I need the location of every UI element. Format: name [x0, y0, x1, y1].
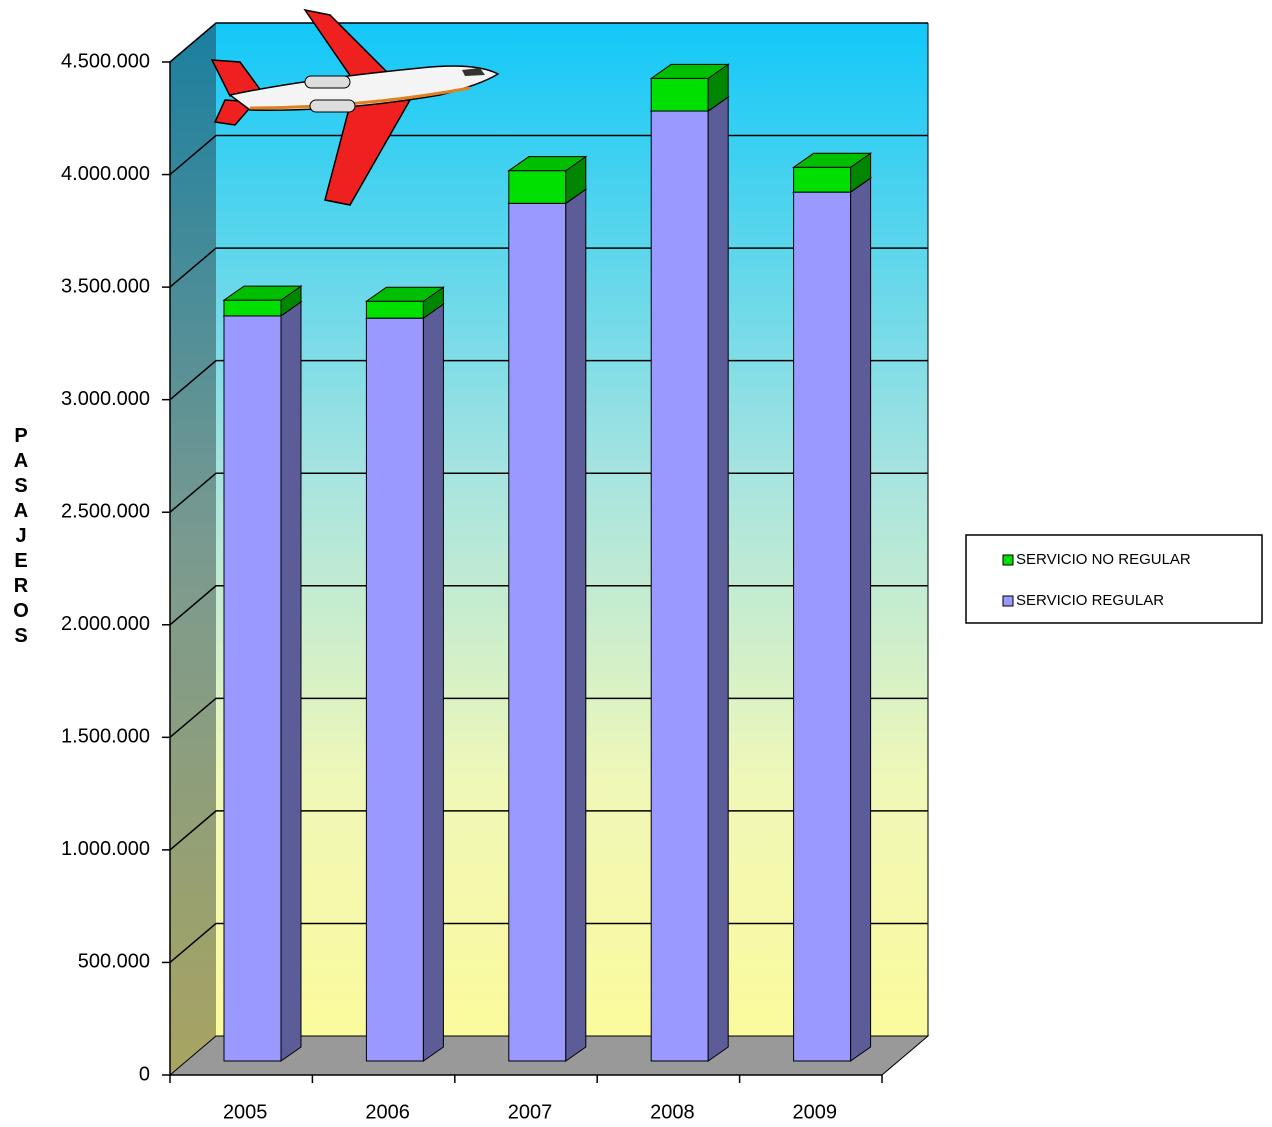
- bar-side: [565, 188, 587, 1062]
- y-tick-label: 0: [139, 1063, 150, 1085]
- bar-top: [792, 152, 873, 168]
- legend-label: SERVICIO REGULAR: [1016, 592, 1164, 609]
- legend-label: SERVICIO NO REGULAR: [1016, 551, 1191, 568]
- bar-side: [707, 96, 729, 1062]
- y-tick-label: 500.000: [78, 951, 150, 973]
- bar-side: [850, 177, 872, 1062]
- bar-front: [793, 166, 852, 193]
- x-tick-label: 2007: [508, 1101, 553, 1123]
- legend-swatch: [1002, 595, 1014, 607]
- bar-top: [649, 63, 730, 79]
- y-tick-label: 3.000.000: [61, 388, 150, 410]
- bar-front: [223, 299, 282, 317]
- bar-top: [364, 286, 445, 302]
- x-tick-label: 2008: [650, 1101, 695, 1123]
- y-tick-label: 2.000.000: [61, 613, 150, 635]
- bar-segment: [364, 303, 445, 1062]
- bar-segment: [507, 188, 588, 1062]
- y-tick-label: 2.500.000: [61, 501, 150, 523]
- bar-side: [422, 303, 444, 1062]
- bar-segment: [364, 286, 445, 320]
- bar-front: [508, 170, 567, 204]
- bar-segment: [649, 63, 730, 112]
- bar-front: [365, 317, 424, 1062]
- bar-front: [793, 191, 852, 1062]
- bar-segment: [792, 177, 873, 1062]
- plot: 2005 2006 2007 2008 2009: [222, 63, 873, 1123]
- x-tick-label: 2009: [793, 1101, 838, 1123]
- bar-segment: [222, 285, 303, 317]
- y-tick-label: 4.000.000: [61, 163, 150, 185]
- bar-front: [650, 110, 709, 1062]
- legend-items: SERVICIO NO REGULAR SERVICIO REGULAR: [1002, 551, 1191, 609]
- bar-segment: [507, 155, 588, 205]
- legend: SERVICIO NO REGULAR SERVICIO REGULAR: [965, 534, 1263, 624]
- bar-front: [508, 202, 567, 1062]
- grid-line: [169, 22, 928, 63]
- y-tick-label: 4.500.000: [61, 50, 150, 72]
- bar-segment: [792, 152, 873, 194]
- bar-front: [650, 77, 709, 112]
- y-axis-label: PASAJEROS: [10, 425, 32, 650]
- bar-front: [223, 315, 282, 1062]
- airplane: [210, 8, 500, 206]
- x-tick-label: 2006: [365, 1101, 410, 1123]
- x-tick-label: 2005: [223, 1101, 268, 1123]
- bar-front: [365, 300, 424, 319]
- bar-segment: [222, 300, 303, 1062]
- bar-side: [280, 300, 302, 1062]
- bar-top: [507, 156, 588, 172]
- legend-box: [965, 534, 1263, 624]
- y-tick-label: 3.500.000: [61, 275, 150, 297]
- side-wall: [170, 23, 216, 1075]
- bar-top: [222, 285, 303, 301]
- y-tick-label: 1.000.000: [61, 838, 150, 860]
- bar-segment: [649, 96, 730, 1062]
- legend-swatch: [1002, 554, 1014, 566]
- y-tick-label: 1.500.000: [61, 726, 150, 748]
